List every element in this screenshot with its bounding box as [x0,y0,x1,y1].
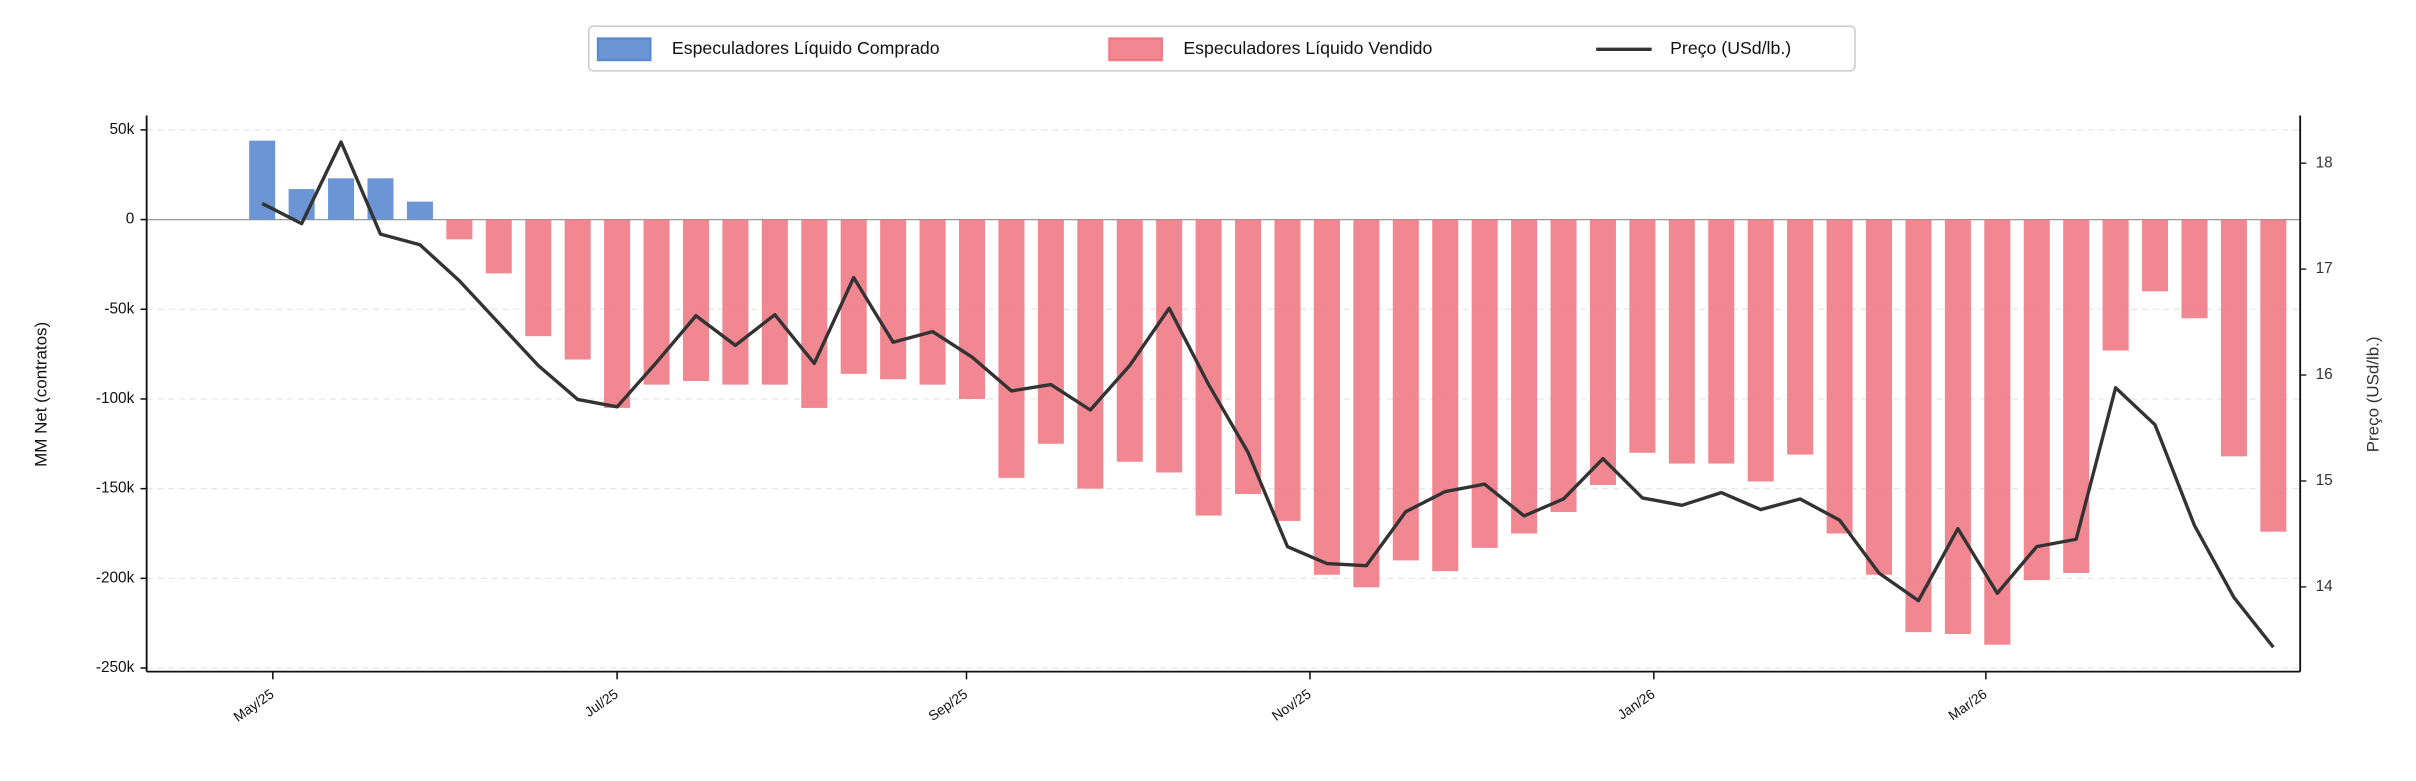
bar [1471,219,1498,548]
bar [1077,219,1104,489]
legend-label: Preço (USd/lb.) [1670,38,1791,58]
bar [2181,219,2208,319]
bar [1589,219,1616,486]
bar [2063,219,2090,573]
bar [446,219,473,240]
bar [1905,219,1932,633]
y2-tick-label: 17 [2316,260,2333,277]
legend-swatch [596,37,652,62]
bar [1629,219,1656,453]
y2-tick-label: 18 [2316,154,2333,171]
y-tick-label: 50k [109,121,134,138]
y2-axis-label: Preço (USd/lb.) [2364,336,2383,452]
bar [2102,219,2129,351]
price-line [261,140,2275,649]
bar [525,219,552,337]
bar [1550,219,1577,512]
bar [1156,219,1183,473]
y2-tick-label: 16 [2316,366,2333,383]
y-tick-label: -250k [96,659,135,676]
bar [958,219,986,399]
bar [1747,219,1774,482]
bar [1826,219,1853,534]
bar [761,219,788,385]
bar [919,219,946,385]
bar [1116,219,1143,462]
bar [1984,219,2011,645]
bar [1432,219,1459,572]
bar [2260,219,2287,532]
bar [722,219,749,385]
bar [1511,219,1538,534]
bar [2023,219,2050,581]
y2-tick-label: 15 [2316,472,2333,489]
bar [564,219,591,360]
bar [1353,219,1380,588]
bar [1944,219,1971,634]
y-tick-label: -150k [96,480,135,497]
bar [2142,219,2169,292]
bar [998,219,1025,478]
bar [328,178,355,220]
y-tick-label: 0 [126,211,135,228]
bar [682,219,709,382]
bar [1787,219,1814,455]
bar [1037,219,1064,444]
y-tick-label: -200k [96,569,135,586]
bar [1708,219,1735,464]
y2-tick-label: 14 [2316,578,2334,595]
legend-swatch [1108,37,1163,62]
bar [1235,219,1262,495]
bar [2220,219,2247,457]
bar [485,219,512,274]
bar [1668,219,1695,464]
bar [880,219,907,380]
bar [801,219,828,408]
bar [1274,219,1301,521]
bar [1313,219,1340,575]
bar [406,201,433,220]
y-tick-label: -100k [96,390,135,407]
y-tick-label: -50k [104,300,134,317]
y-axis-label: MM Net (contratos) [31,322,50,467]
legend-label: Especuladores Líquido Vendido [1183,38,1432,58]
legend: Especuladores Líquido Comprado Especulado… [587,25,1856,72]
legend-box [587,25,1856,72]
legend-label: Especuladores Líquido Comprado [672,38,940,58]
bar [604,219,631,408]
bar [1392,219,1419,561]
bar [643,219,670,385]
bar [1865,219,1893,575]
